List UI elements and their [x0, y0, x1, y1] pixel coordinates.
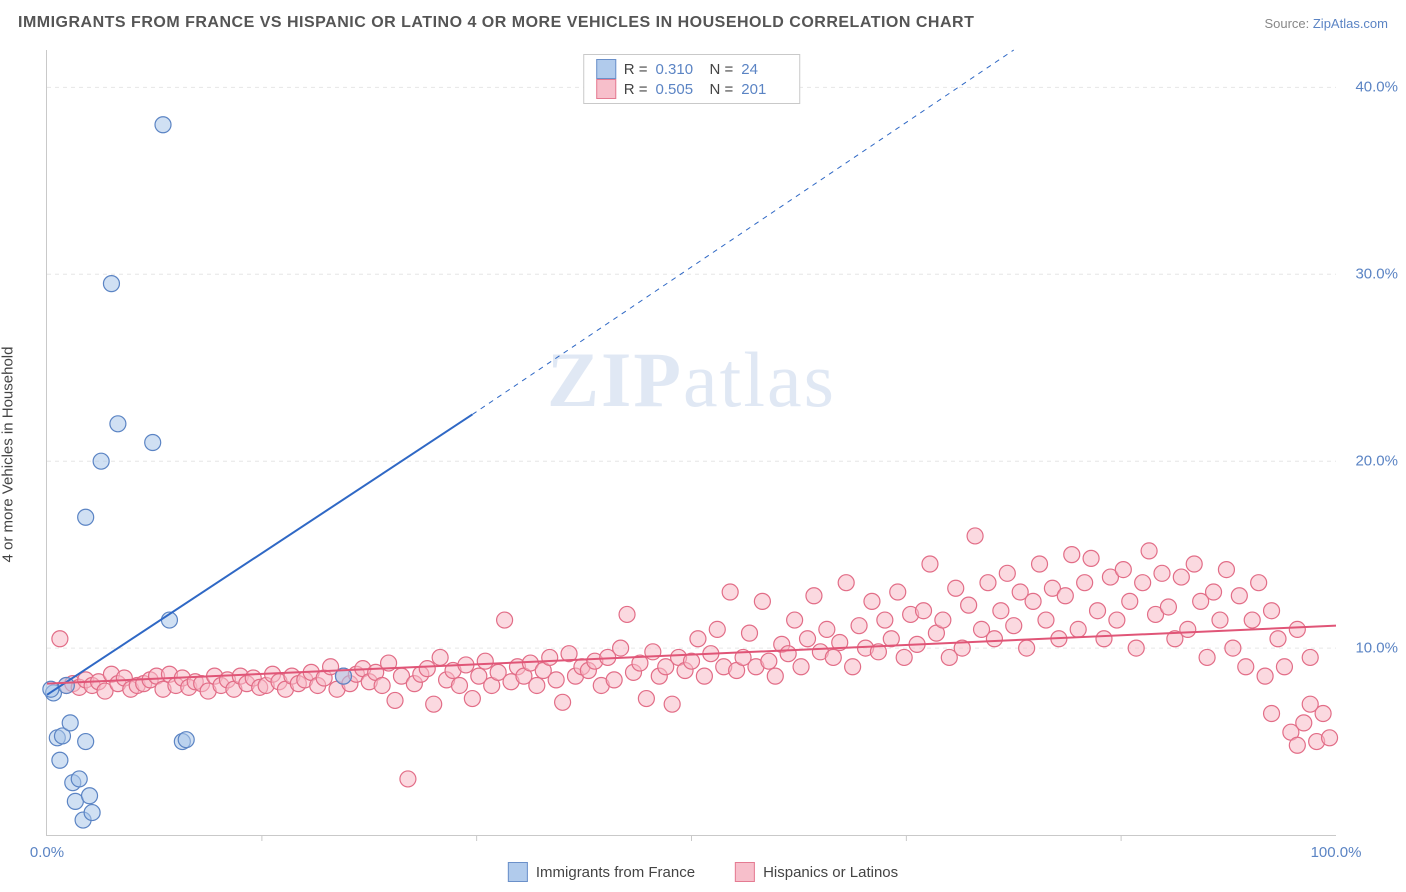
chart-header: IMMIGRANTS FROM FRANCE VS HISPANIC OR LA… [18, 14, 1388, 32]
stats-legend-box: R = 0.310 N = 24 R = 0.505 N = 201 [583, 54, 801, 104]
legend-label-hispanic: Hispanics or Latinos [763, 864, 898, 881]
swatch-hispanic [596, 79, 616, 99]
scatter-svg [47, 50, 1336, 835]
hispanic-n-value: 201 [741, 81, 787, 98]
r-label: R = [624, 81, 648, 98]
y-axis-label: 4 or more Vehicles in Household [0, 347, 17, 563]
legend-swatch-france [508, 862, 528, 882]
legend-item-hispanic: Hispanics or Latinos [735, 862, 898, 882]
chart-title: IMMIGRANTS FROM FRANCE VS HISPANIC OR LA… [18, 14, 974, 32]
plot-area: ZIPatlas R = 0.310 N = 24 R = 0.505 N = … [46, 50, 1336, 836]
bottom-legend: Immigrants from France Hispanics or Lati… [508, 862, 898, 882]
n-label: N = [710, 81, 734, 98]
legend-item-france: Immigrants from France [508, 862, 695, 882]
hispanic-r-value: 0.505 [656, 81, 702, 98]
legend-swatch-hispanic [735, 862, 755, 882]
source-prefix: Source: [1264, 16, 1312, 31]
swatch-france [596, 59, 616, 79]
r-label: R = [624, 61, 648, 78]
source-link[interactable]: ZipAtlas.com [1313, 16, 1388, 31]
stats-row-france: R = 0.310 N = 24 [596, 59, 788, 79]
france-r-value: 0.310 [656, 61, 702, 78]
stats-row-hispanic: R = 0.505 N = 201 [596, 79, 788, 99]
source-attribution: Source: ZipAtlas.com [1264, 16, 1388, 31]
n-label: N = [710, 61, 734, 78]
france-n-value: 24 [741, 61, 787, 78]
legend-label-france: Immigrants from France [536, 864, 695, 881]
